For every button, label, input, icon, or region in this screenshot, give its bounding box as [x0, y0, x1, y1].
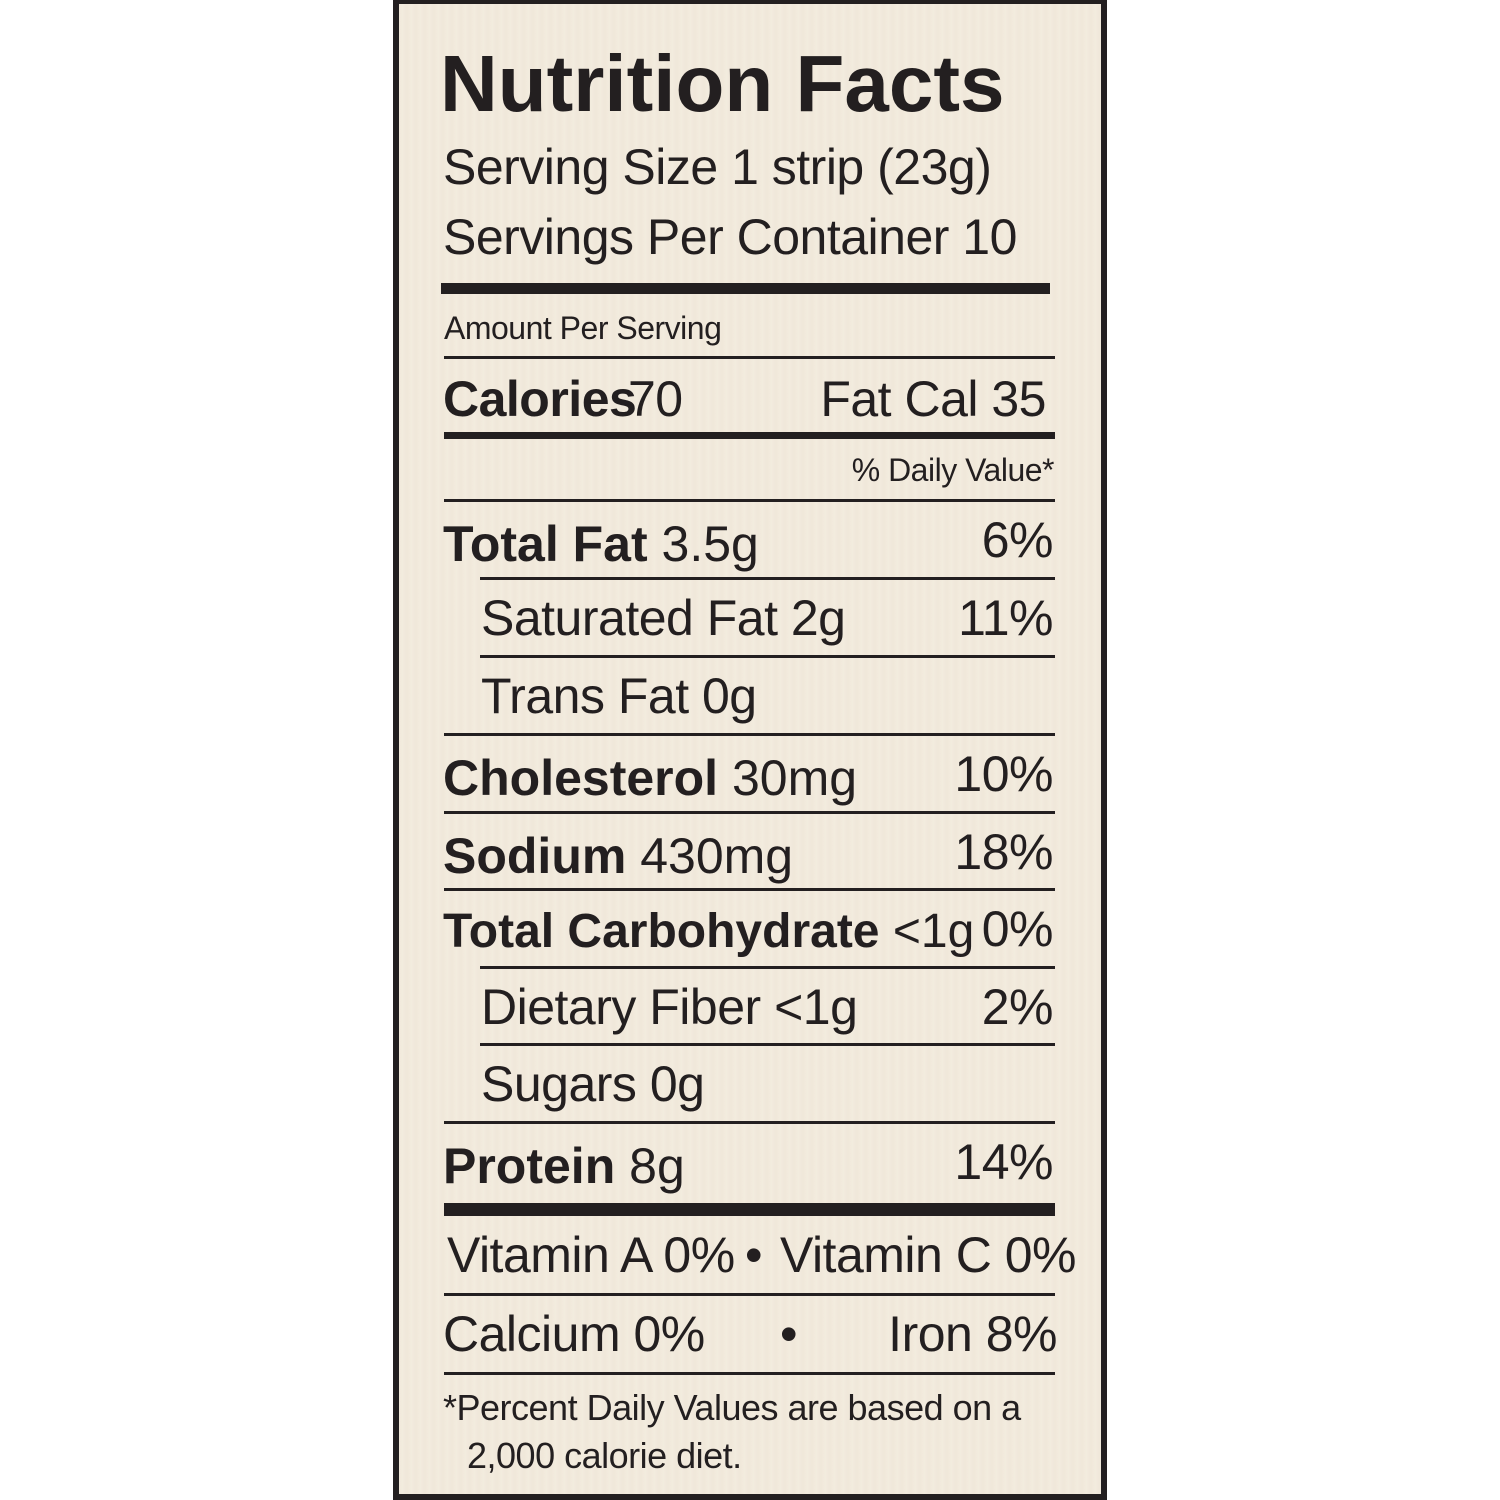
nutrient-row-protein: Protein 8g [443, 1137, 685, 1195]
dv-dietary-fiber: 2% [981, 979, 1054, 1035]
divider [444, 733, 1055, 736]
thick-divider [444, 1203, 1055, 1216]
divider [444, 811, 1055, 814]
nutrient-name: Cholesterol [443, 750, 719, 806]
nutrient-amount: 30mg [731, 750, 858, 806]
dv-total-carbohydrate: 0% [981, 901, 1054, 957]
dv-sodium: 18% [954, 824, 1053, 880]
calories-label: Calories [443, 371, 637, 427]
nutrient-name: Sodium [443, 828, 627, 884]
nutrient-row-trans-fat: Trans Fat 0g [481, 668, 757, 724]
fat-calories: Fat Cal 35 [820, 371, 1046, 427]
servings-per-container: Servings Per Container 10 [443, 209, 1017, 265]
calcium: Calcium 0% [443, 1306, 705, 1362]
daily-value-header: % Daily Value* [851, 452, 1055, 488]
vitamin-c: Vitamin C 0% [780, 1227, 1076, 1283]
dv-cholesterol: 10% [954, 746, 1053, 802]
dv-protein: 14% [954, 1134, 1053, 1190]
divider [480, 655, 1055, 658]
dv-total-fat: 6% [981, 512, 1054, 568]
nutrient-amount: 430mg [640, 828, 794, 884]
dv-saturated-fat: 11% [958, 590, 1053, 646]
divider [480, 966, 1055, 969]
divider [480, 577, 1055, 580]
footnote-line-2: 2,000 calorie diet. [467, 1435, 742, 1476]
serving-size: Serving Size 1 strip (23g) [443, 139, 992, 195]
nutrient-row-cholesterol: Cholesterol 30mg [443, 749, 857, 807]
label-title: Nutrition Facts [440, 39, 1005, 128]
vitamin-a: Vitamin A 0% [447, 1227, 735, 1283]
nutrient-name: Protein [443, 1138, 616, 1194]
divider [444, 356, 1055, 359]
nutrient-row-sodium: Sodium 430mg [443, 827, 793, 885]
nutrient-row-dietary-fiber: Dietary Fiber <1g [481, 979, 858, 1035]
thick-divider [441, 283, 1050, 294]
divider [444, 1293, 1055, 1296]
medium-divider [444, 432, 1055, 439]
nutrient-amount: 3.5g [661, 516, 759, 572]
nutrient-amount: 8g [629, 1138, 685, 1194]
nutrient-row-total-carbohydrate: Total Carbohydrate <1g [443, 904, 974, 959]
nutrient-row-saturated-fat: Saturated Fat 2g [481, 590, 846, 646]
nutrient-amount: <1g [892, 905, 975, 958]
nutrient-name: Total Fat [443, 516, 648, 572]
nutrient-name: Total Carbohydrate [443, 905, 880, 958]
nutrient-row-total-fat: Total Fat 3.5g [443, 515, 759, 573]
amount-per-serving: Amount Per Serving [444, 310, 722, 346]
bullet: • [745, 1227, 763, 1283]
nutrient-row-sugars: Sugars 0g [481, 1056, 705, 1112]
divider [444, 1372, 1055, 1375]
divider [480, 1043, 1055, 1046]
footnote-line-1: *Percent Daily Values are based on a [443, 1387, 1021, 1428]
divider [444, 888, 1055, 891]
bullet: • [780, 1306, 798, 1362]
nutrition-label-panel [393, 0, 1107, 1500]
iron: Iron 8% [888, 1306, 1057, 1362]
divider [444, 499, 1055, 502]
calories-value: 70 [628, 371, 683, 427]
divider [444, 1121, 1055, 1124]
